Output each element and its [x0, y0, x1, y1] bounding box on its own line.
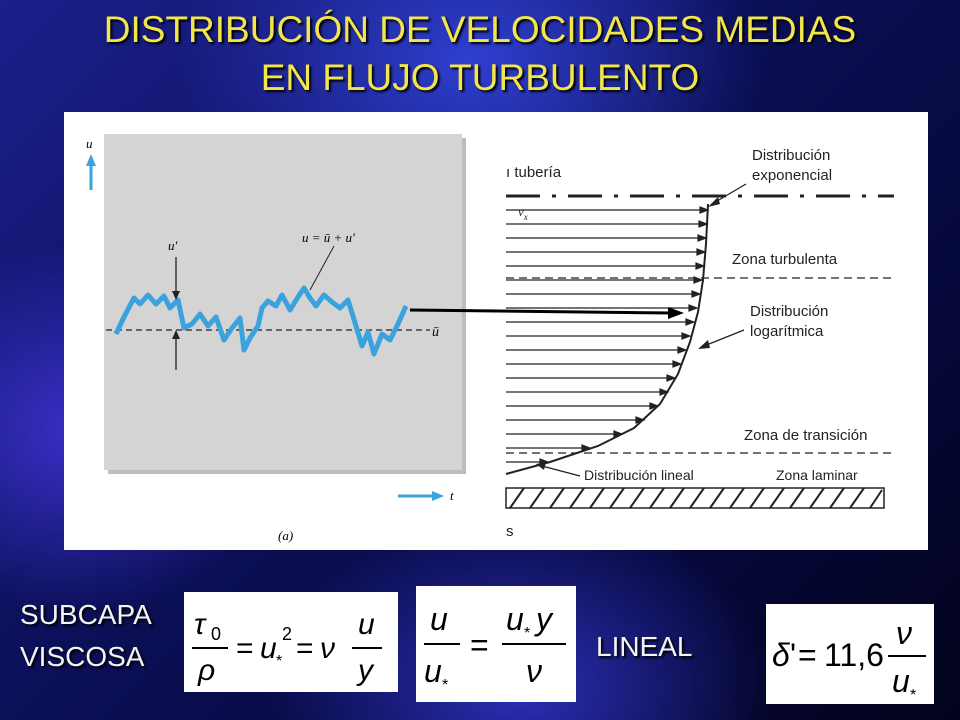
svg-text:=: = [798, 637, 817, 673]
linear-distribution-label: Distribución lineal [584, 467, 694, 483]
connector-arrow [409, 307, 684, 319]
pipe-wall [505, 487, 885, 509]
sublayer-thickness-equation: δ ' = 11,6 ν u * [766, 604, 934, 704]
velocity-profile-panel: ı tubería vx [505, 147, 894, 540]
x-axis-label: t [450, 488, 454, 503]
svg-text:*: * [524, 625, 530, 642]
svg-text:τ: τ [194, 608, 207, 641]
slide-title-line-2: EN FLUJO TURBULENTO [260, 57, 700, 98]
vx-label: vx [518, 204, 528, 222]
svg-text:11,6: 11,6 [824, 637, 884, 673]
svg-text:u: u [430, 601, 448, 637]
svg-text:': ' [790, 637, 796, 673]
velocity-decomposition-equation: u = ū + u' [302, 230, 355, 245]
exponential-distribution-label: Distribución exponencial [752, 147, 832, 184]
svg-text:=: = [296, 632, 314, 665]
svg-text:=: = [470, 627, 489, 663]
velocity-fluctuation-panel: u t ū u' u = ū + u' (a) [86, 134, 466, 543]
svg-text:ν: ν [526, 653, 542, 689]
svg-text:ν: ν [896, 615, 912, 651]
svg-text:*: * [910, 687, 916, 704]
turbulent-velocity-signal [113, 285, 409, 357]
mean-velocity-label: ū [432, 325, 439, 340]
svg-text:δ: δ [772, 637, 791, 673]
panel-caption: (a) [278, 528, 293, 543]
svg-text:y: y [356, 654, 375, 687]
slide-title-line-1: DISTRIBUCIÓN DE VELOCIDADES MEDIAS [103, 9, 857, 50]
lineal-label: LINEAL [596, 631, 693, 662]
bottom-character: s [506, 523, 514, 540]
svg-text:u: u [424, 653, 442, 689]
svg-text:=: = [236, 632, 254, 665]
linear-law-equation: u u * = u * y ν [416, 586, 576, 702]
svg-text:ν: ν [320, 632, 335, 665]
pipe-axis-label: ı tubería [506, 164, 562, 181]
fluctuation-label: u' [168, 238, 178, 253]
transition-zone-label: Zona de transición [744, 427, 867, 444]
svg-text:y: y [534, 601, 554, 637]
y-axis-label: u [86, 136, 93, 151]
laminar-zone-label: Zona laminar [776, 467, 858, 483]
svg-text:u: u [260, 632, 277, 665]
svg-text:*: * [442, 677, 448, 694]
figure-image: u t ū u' u = ū + u' (a) ı tubería vx [64, 112, 928, 550]
logarithmic-distribution-label: Distribución logarítmica [750, 303, 828, 340]
svg-text:u: u [892, 663, 910, 699]
svg-text:u: u [506, 601, 524, 637]
viscosa-label: VISCOSA [20, 641, 145, 672]
svg-text:ρ: ρ [197, 654, 215, 687]
svg-text:2: 2 [282, 624, 292, 644]
subcapa-label: SUBCAPA [20, 599, 152, 630]
svg-text:*: * [276, 653, 282, 670]
svg-text:u: u [358, 608, 375, 641]
turbulent-zone-label: Zona turbulenta [732, 251, 838, 268]
svg-text:0: 0 [211, 624, 221, 644]
